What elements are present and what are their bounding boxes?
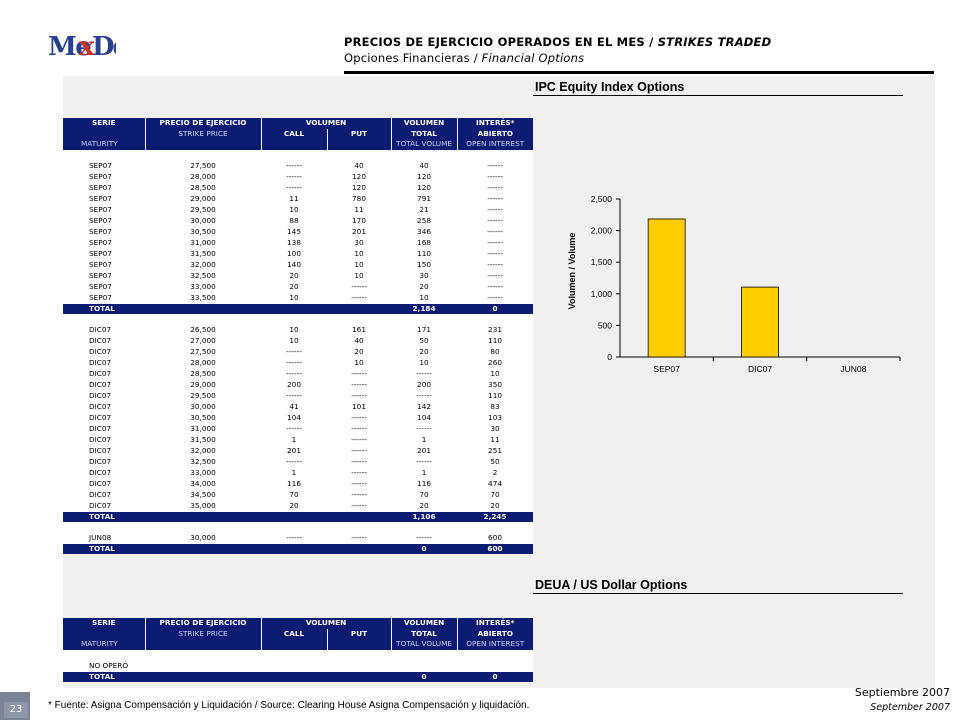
table-row: SEP07 33,000 20 ------ 20 ------ [63, 281, 534, 293]
table-header-row: SERIE PRECIO DE EJERCICIO VOLUMEN VOLUME… [63, 118, 534, 129]
table-row: SEP07 32,000 140 10 150 ------ [63, 259, 534, 271]
ipc-section-title: IPC Equity Index Options [535, 80, 685, 94]
ipc-strikes-table: SERIE PRECIO DE EJERCICIO VOLUMEN VOLUME… [63, 118, 534, 554]
table-row: SEP07 29,000 11 780 791 ------ [63, 193, 534, 205]
chart-y-tick-label: 2,000 [591, 226, 613, 236]
col-volumen: VOLUMEN [261, 118, 392, 129]
col-total-volume: TOTAL VOLUME [391, 139, 458, 150]
page-subtitle: Opciones Financieras / Financial Options [344, 51, 585, 65]
col-volumen-total: VOLUMEN [391, 118, 458, 129]
table-row: DIC07 34,500 70 ------ 70 70 [63, 489, 534, 501]
table-row: DIC07 26,500 10 161 171 231 [63, 324, 534, 336]
col-serie: SERIE [63, 618, 146, 629]
date-spanish: Septiembre 2007 [854, 686, 950, 699]
total-row: TOTAL 0 0 [63, 671, 534, 682]
svg-text:Me: Me [48, 32, 91, 62]
table-header-row: STRIKE PRICE CALL PUT TOTAL ABIERTO [63, 628, 534, 639]
table-row: SEP07 30,000 88 170 258 ------ [63, 215, 534, 227]
table-row: DIC07 29,500 ------ ------ ------ 110 [63, 390, 534, 402]
table-row: SEP07 28,000 ------ 120 120 ------ [63, 171, 534, 183]
col-maturity: MATURITY [63, 139, 146, 150]
table-row: SEP07 27,500 ------ 40 40 ------ [63, 160, 534, 172]
col-maturity: MATURITY [63, 639, 146, 650]
col-precio: PRECIO DE EJERCICIO [145, 618, 262, 629]
col-open-interest: OPEN INTEREST [457, 639, 534, 650]
table-row: DIC07 27,000 10 40 50 110 [63, 335, 534, 347]
table-row: SEP07 31,500 100 10 110 ------ [63, 248, 534, 260]
col-abierto: ABIERTO [457, 128, 534, 139]
chart-y-tick-label: 1,500 [591, 257, 613, 267]
col-interes: INTERÉS* [457, 118, 534, 129]
mexder-logo: Me x Der [48, 32, 116, 62]
table-row: DIC07 35,000 20 ------ 20 20 [63, 500, 534, 512]
volume-bar-chart: 0 500 1,000 1,500 2,000 2,500 SEP07 DIC07 JUN08… [567, 194, 901, 374]
table-row: DIC07 30,000 41 101 142 83 [63, 401, 534, 413]
deua-section-rule [533, 593, 903, 594]
chart-y-tick-label: 1,000 [591, 289, 613, 299]
chart-x-tick-label: DIC07 [748, 364, 772, 374]
table-row: DIC07 29,000 200 ------ 200 350 [63, 379, 534, 391]
table-row: SEP07 32,500 20 10 30 ------ [63, 270, 534, 282]
table-row: SEP07 28,500 ------ 120 120 ------ [63, 182, 534, 194]
table-row: SEP07 33,500 10 ------ 10 ------ [63, 292, 534, 304]
col-open-interest: OPEN INTEREST [457, 139, 534, 150]
table-row: DIC07 32,000 201 ------ 201 251 [63, 445, 534, 457]
col-interes: INTERÉS* [457, 618, 534, 629]
total-row: TOTAL 1,106 2,245 [63, 511, 534, 522]
total-row: TOTAL 2,184 0 [63, 303, 534, 314]
chart-y-tick-label: 500 [598, 320, 612, 330]
table-row: NO OPERÓ [63, 660, 534, 672]
table-header-row: STRIKE PRICE CALL PUT TOTAL ABIERTO [63, 128, 534, 139]
table-row: DIC07 34,000 116 ------ 116 474 [63, 478, 534, 490]
col-serie: SERIE [63, 118, 146, 129]
svg-text:Der: Der [92, 32, 116, 62]
page-number: 23 [4, 702, 28, 718]
table-row: SEP07 30,500 145 201 346 ------ [63, 226, 534, 238]
col-put: PUT [327, 628, 392, 639]
col-volumen: VOLUMEN [261, 618, 392, 629]
chart-y-axis-label: Volumen / Volume [567, 233, 577, 310]
table-row: DIC07 31,500 1 ------ 1 11 [63, 434, 534, 446]
table-header-row: MATURITY TOTAL VOLUME OPEN INTEREST [63, 639, 534, 650]
chart-y-tick-label: 2,500 [591, 194, 613, 204]
table-row: DIC07 30,500 104 ------ 104 103 [63, 412, 534, 424]
col-total-volume: TOTAL VOLUME [391, 639, 458, 650]
chart-x-tick-label: SEP07 [653, 364, 680, 374]
table-row: DIC07 33,000 1 ------ 1 2 [63, 467, 534, 479]
col-total: TOTAL [391, 628, 458, 639]
table-row: DIC07 28,500 ------ ------ ------ 10 [63, 368, 534, 380]
col-total: TOTAL [391, 128, 458, 139]
total-row: TOTAL 0 600 [63, 543, 534, 554]
chart-x-tick-label: JUN08 [840, 364, 866, 374]
table-header-row: MATURITY TOTAL VOLUME OPEN INTEREST [63, 139, 534, 150]
col-call: CALL [261, 128, 328, 139]
table-row: JUN08 30,000 ------ ------ ------ 600 [63, 532, 534, 544]
table-row: DIC07 31,000 ------ ------ ------ 30 [63, 423, 534, 435]
header-rule [344, 71, 934, 74]
col-put: PUT [327, 128, 392, 139]
table-row: SEP07 29,500 10 11 21 ------ [63, 204, 534, 216]
table-row: DIC07 32,500 ------ ------ ------ 50 [63, 456, 534, 468]
page-title: PRECIOS DE EJERCICIO OPERADOS EN EL MES … [344, 35, 772, 49]
chart-y-tick-label: 0 [607, 352, 612, 362]
deua-section-title: DEUA / US Dollar Options [535, 578, 688, 592]
col-volumen-total: VOLUMEN [391, 618, 458, 629]
col-abierto: ABIERTO [457, 628, 534, 639]
date-english: September 2007 [870, 702, 950, 713]
table-row: SEP07 31,000 138 30 168 ------ [63, 237, 534, 249]
table-row: DIC07 28,000 ------ 10 10 260 [63, 357, 534, 369]
chart-bar-sep07 [647, 218, 686, 358]
ipc-section-rule [533, 95, 903, 96]
col-strike: STRIKE PRICE [145, 628, 262, 639]
table-row: DIC07 27,500 ------ 20 20 80 [63, 346, 534, 358]
deua-strikes-table: SERIE PRECIO DE EJERCICIO VOLUMEN VOLUME… [63, 618, 534, 682]
col-precio: PRECIO DE EJERCICIO [145, 118, 262, 129]
col-strike: STRIKE PRICE [145, 128, 262, 139]
svg-text:x: x [79, 32, 95, 62]
chart-bar-dic07 [741, 286, 779, 358]
col-call: CALL [261, 628, 328, 639]
table-header-row: SERIE PRECIO DE EJERCICIO VOLUMEN VOLUME… [63, 618, 534, 629]
source-footnote: * Fuente: Asigna Compensación y Liquidac… [48, 700, 530, 711]
no-opero-label: NO OPERÓ [63, 660, 145, 672]
